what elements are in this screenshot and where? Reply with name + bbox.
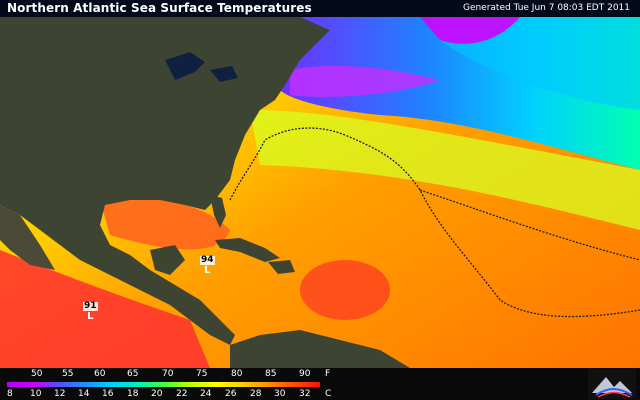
central-america-land <box>170 285 235 345</box>
north-america-land <box>0 17 330 305</box>
marker-value: 94 <box>200 255 215 265</box>
color-scale-bar <box>7 382 320 387</box>
c-tick: 32 <box>299 389 311 399</box>
generated-timestamp: Generated Tue Jun 7 08:03 EDT 2011 <box>462 3 630 13</box>
c-tick: 30 <box>274 389 286 399</box>
agency-logo <box>588 369 636 399</box>
f-tick: 65 <box>127 369 139 379</box>
c-tick: 14 <box>78 389 90 399</box>
c-tick: 10 <box>30 389 42 399</box>
current-boundary-line-east <box>419 189 640 261</box>
f-tick: 60 <box>94 369 106 379</box>
f-tick: 50 <box>31 369 43 379</box>
hot-water-pacific <box>0 250 210 368</box>
c-tick: 24 <box>200 389 212 399</box>
fahrenheit-unit: F <box>325 369 331 379</box>
hot-spot-marker-caribbean: 94 L <box>200 255 215 276</box>
map-title: Northern Atlantic Sea Surface Temperatur… <box>7 1 312 15</box>
c-tick: 28 <box>250 389 262 399</box>
marker-value: 91 <box>83 301 98 311</box>
f-tick: 80 <box>231 369 243 379</box>
temperature-legend: 50 55 60 65 70 75 80 85 90 F 8 10 12 14 … <box>0 368 640 400</box>
c-tick: 20 <box>151 389 163 399</box>
gulf-of-mexico-water <box>100 198 230 250</box>
f-tick: 90 <box>299 369 311 379</box>
cold-magenta-region <box>420 17 520 44</box>
marker-label: L <box>87 311 94 322</box>
hot-spot-atlantic <box>300 260 390 320</box>
f-tick: 85 <box>265 369 277 379</box>
hot-spot-marker-pacific: 91 L <box>83 301 98 322</box>
c-tick: 26 <box>225 389 237 399</box>
c-tick: 16 <box>102 389 114 399</box>
f-tick: 55 <box>62 369 74 379</box>
title-bar: Northern Atlantic Sea Surface Temperatur… <box>0 0 640 17</box>
f-tick: 70 <box>162 369 174 379</box>
marker-label: L <box>204 265 211 276</box>
f-tick: 75 <box>196 369 208 379</box>
celsius-scale: 8 10 12 14 16 18 20 22 24 26 28 30 32 <box>0 389 340 400</box>
cuba-land <box>215 238 280 262</box>
c-tick: 22 <box>176 389 188 399</box>
celsius-unit: C <box>325 389 332 399</box>
hispaniola-land <box>268 260 295 274</box>
c-tick: 12 <box>54 389 66 399</box>
mild-water-region <box>250 110 640 230</box>
fahrenheit-scale: 50 55 60 65 70 75 80 85 90 <box>0 369 340 381</box>
yucatan-land <box>150 245 185 275</box>
c-tick: 8 <box>7 389 13 399</box>
great-lakes-east <box>210 66 238 82</box>
south-america-land <box>230 330 410 368</box>
florida-land <box>210 195 226 228</box>
mexico-west-land <box>0 205 55 270</box>
c-tick: 18 <box>127 389 139 399</box>
great-lakes <box>165 52 205 80</box>
cold-purple-region <box>290 65 440 97</box>
